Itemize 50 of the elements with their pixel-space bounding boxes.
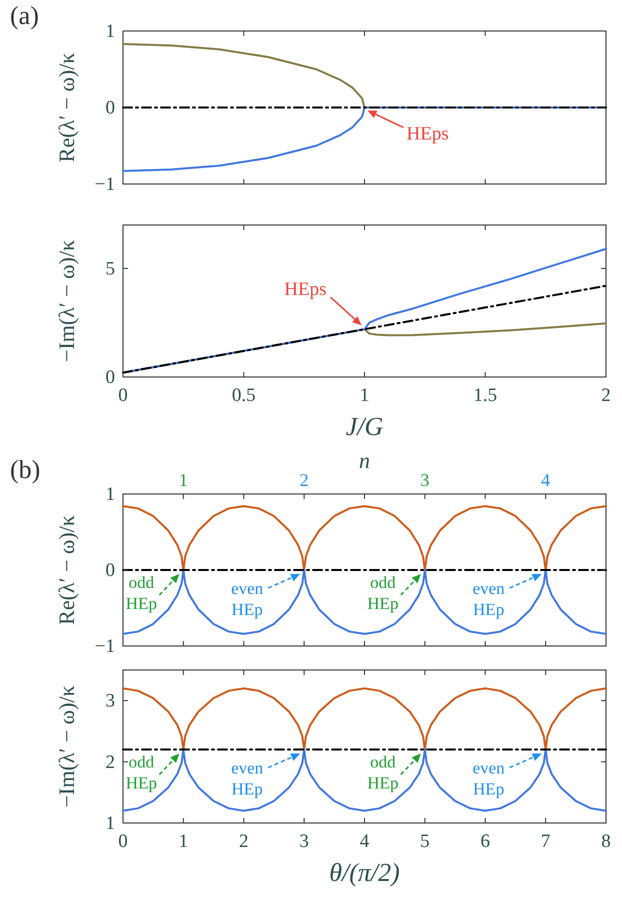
- x-tick-label: 0.5: [232, 385, 256, 406]
- y-tick-label: −1: [94, 174, 115, 195]
- annotation: even HEp: [472, 758, 506, 799]
- annotation: even HEp: [231, 579, 264, 619]
- x-tick-label: 3: [299, 831, 309, 852]
- line-series: [122, 687, 607, 751]
- annotation: odd HEp: [367, 752, 398, 793]
- y-tick-label: −1: [94, 636, 115, 657]
- y-tick-label: 2: [106, 752, 115, 773]
- x-tick-label: 5: [420, 831, 430, 852]
- line-series: [122, 748, 607, 812]
- x-tick-label: 2: [239, 831, 248, 852]
- x2-axis-title: n: [359, 448, 370, 473]
- x-tick-label: 8: [601, 831, 611, 852]
- x-axis-title: J/G: [346, 412, 384, 441]
- annotation: HEps: [284, 279, 326, 300]
- y-axis-title: Re(λ′ − ω)/κ: [54, 52, 79, 162]
- y-tick-label: 3: [106, 690, 115, 712]
- x-tick-label: 7: [540, 831, 550, 852]
- annotation: odd HEp: [367, 573, 398, 613]
- x2-tick-label: 3: [420, 470, 430, 490]
- annotation: odd HEp: [126, 573, 157, 613]
- line-series: [122, 505, 607, 571]
- annotation: odd HEp: [126, 752, 157, 793]
- line-series: [122, 569, 607, 635]
- y-axis-title: −Im(λ′ − ω)/κ: [54, 685, 79, 808]
- x-tick-label: 1: [360, 385, 370, 406]
- y-tick-label: 0: [106, 560, 115, 581]
- y-tick-label: 5: [106, 258, 115, 280]
- y-axis-title: −Im(λ′ − ω)/κ: [54, 240, 79, 362]
- x2-tick-label: 4: [541, 470, 550, 490]
- y-tick-label: 1: [106, 484, 115, 505]
- text: (a): [10, 1, 39, 30]
- x-tick-label: 2: [601, 385, 611, 406]
- x-tick-label: 1: [178, 831, 188, 852]
- y-tick-label: 1: [106, 21, 115, 42]
- x2-tick-label: 1: [178, 470, 188, 490]
- x2-tick-label: 2: [300, 470, 309, 490]
- annotation: even HEp: [472, 579, 506, 619]
- y-axis-title: Re(λ′ − ω)/κ: [54, 515, 79, 625]
- text: (b): [10, 455, 40, 484]
- annotation: even HEp: [231, 758, 264, 799]
- x-tick-label: 6: [480, 831, 490, 852]
- y-tick-label: 0: [106, 98, 115, 118]
- y-tick-label: 1: [106, 813, 115, 834]
- x-axis-title: θ/(π/2): [329, 858, 400, 887]
- x-tick-label: 4: [360, 831, 370, 852]
- annotation: HEps: [406, 124, 449, 144]
- x-tick-label: 1.5: [473, 385, 498, 406]
- y-tick-label: 0: [106, 367, 115, 388]
